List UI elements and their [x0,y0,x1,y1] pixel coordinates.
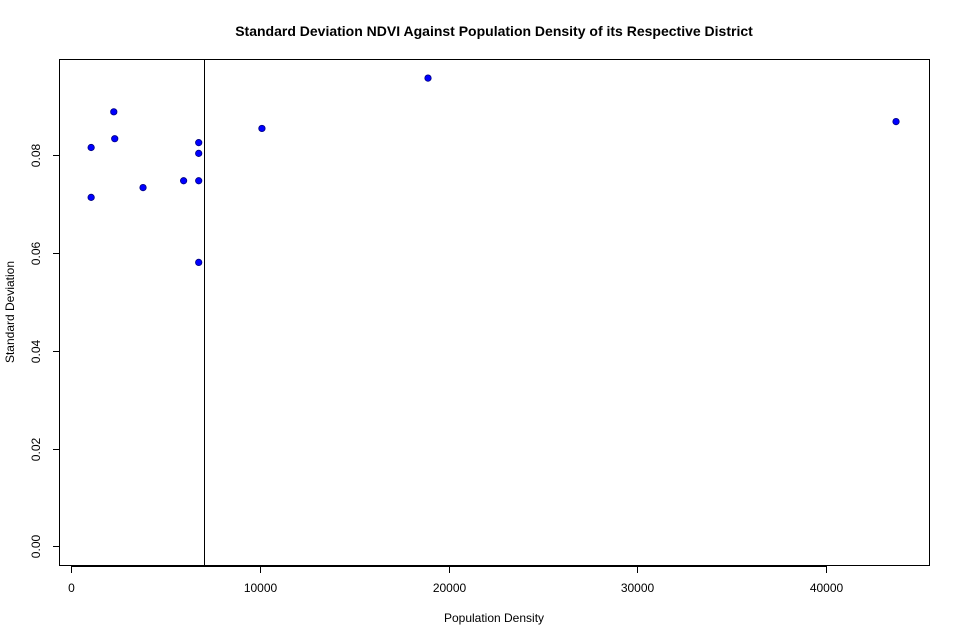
y-tick-label: 0.02 [29,437,43,461]
data-point [195,149,203,157]
data-point [139,184,147,192]
data-point [111,135,119,143]
x-axis-label: Population Density [444,611,544,625]
y-axis-label: Standard Deviation [3,261,17,363]
y-tick-label: 0.08 [29,143,43,167]
y-tick-label: 0.00 [29,534,43,558]
y-axis: 0.00 0.02 0.04 0.06 0.08 [29,143,60,558]
x-tick-label: 40000 [810,581,844,595]
data-point [424,74,432,82]
data-point [892,118,900,126]
data-point [87,143,95,152]
x-tick-label: 10000 [244,581,278,595]
data-point [258,124,266,133]
x-tick-label: 20000 [433,581,467,595]
x-tick-label: 0 [68,581,75,595]
x-tick-label: 30000 [621,581,655,595]
chart-title: Standard Deviation NDVI Against Populati… [235,23,753,39]
data-point [195,258,203,266]
y-tick-label: 0.04 [29,339,43,363]
data-point [180,177,188,185]
data-point [195,139,203,147]
data-point [195,177,203,185]
data-point [87,193,95,201]
data-points [87,74,900,266]
plot-area-box [59,59,930,566]
y-tick-label: 0.06 [29,241,43,265]
x-axis: 0 10000 20000 30000 40000 [68,566,844,595]
data-point [110,108,118,116]
